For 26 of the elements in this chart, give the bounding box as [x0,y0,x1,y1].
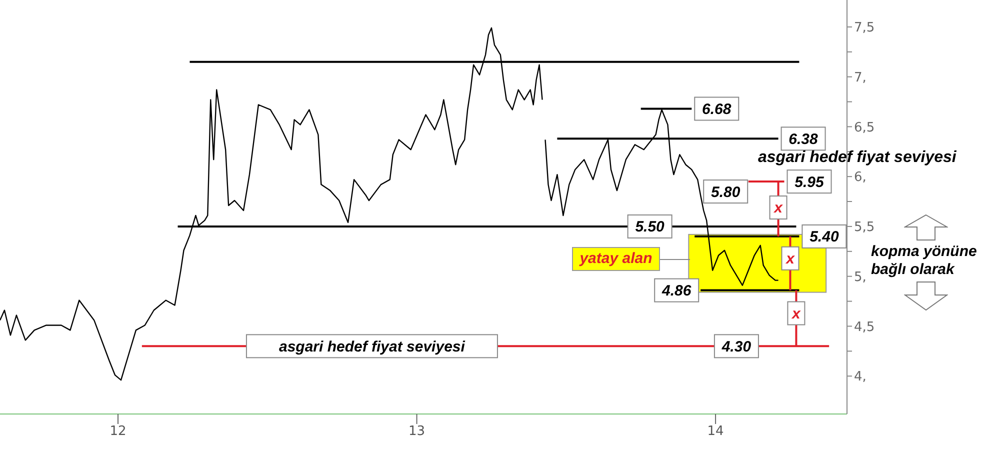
y-tick-label: 6,5 [854,120,875,136]
y-tick-label: 7, [854,70,866,86]
y-tick-label: 7,5 [854,20,875,36]
annotation: x [773,200,784,217]
annotation: asgari hedef fiyat seviyesi [278,338,466,356]
annotation: 6.38 [788,130,819,148]
annotation: yatay alan [572,247,660,271]
y-tick-label: 5, [854,270,866,285]
annotation: 5.80 [711,184,741,201]
text: kopma yönüne bağlı olarak [871,243,978,279]
annotation: 5.50 [635,218,666,236]
annotation: 4.86 [661,282,692,300]
annotation: 6.68 [702,100,732,118]
x-tick-label: 12 [110,424,126,440]
annotation: x [785,250,796,268]
y-tick-label: 6, [854,170,866,186]
y-tick-label: 5,5 [854,220,875,236]
annotation: 5.40 [810,228,840,246]
y-tick-label: 4,5 [854,320,875,335]
x-tick-label: 13 [408,424,426,440]
annotation: 5.95 [794,174,825,191]
y-tick-label: 4, [854,370,866,385]
annotation: asgari hedef fiyat seviyesi [758,148,958,168]
annotation: x [791,305,802,322]
annotation: 4.30 [720,338,752,356]
x-tick-label: 14 [707,424,724,440]
